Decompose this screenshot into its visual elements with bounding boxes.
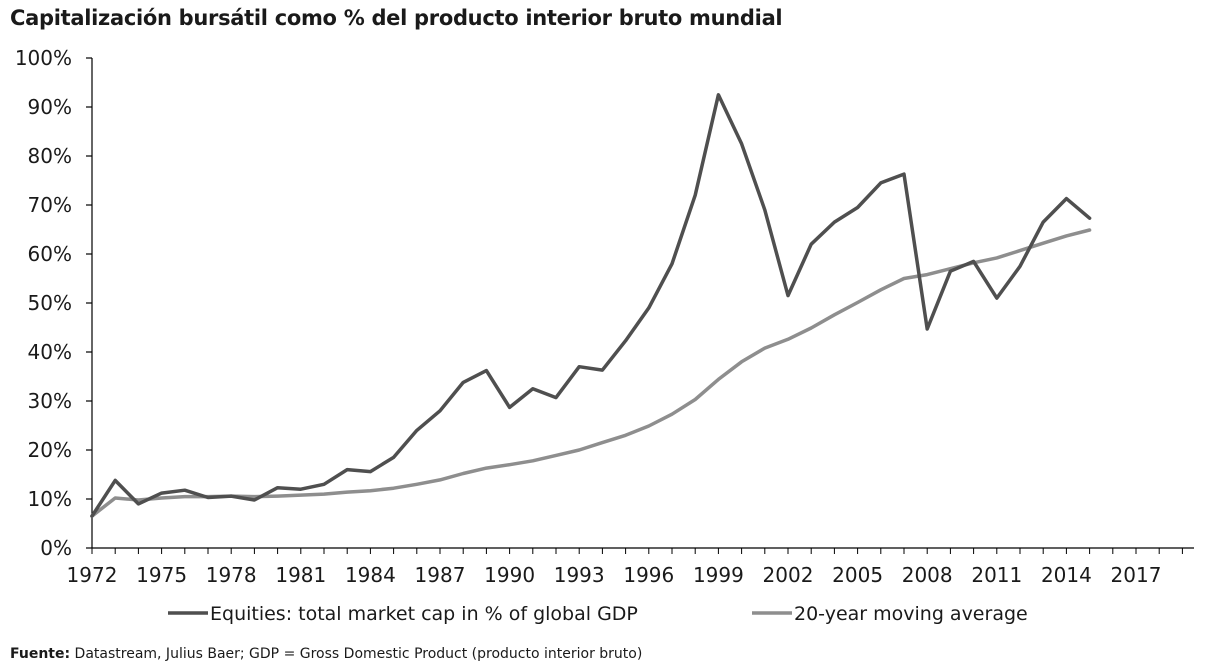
y-tick-label: 10%	[28, 487, 72, 511]
y-tick-label: 30%	[28, 389, 72, 413]
x-tick-label: 1981	[275, 563, 326, 587]
y-tick-label: 40%	[28, 340, 72, 364]
x-tick-label: 1987	[415, 563, 466, 587]
x-tick-label: 1984	[345, 563, 396, 587]
x-tick-label: 1978	[206, 563, 257, 587]
y-tick-label: 50%	[28, 291, 72, 315]
x-tick-label: 2008	[902, 563, 953, 587]
x-tick-label: 1999	[693, 563, 744, 587]
source-note: Fuente: Datastream, Julius Baer; GDP = G…	[10, 646, 642, 662]
y-tick-label: 60%	[28, 242, 72, 266]
chart-title: Capitalización bursátil como % del produ…	[10, 6, 783, 30]
x-tick-label: 1972	[67, 563, 118, 587]
y-tick-label: 70%	[28, 193, 72, 217]
source-text: Datastream, Julius Baer; GDP = Gross Dom…	[74, 646, 643, 662]
x-tick-label: 2002	[763, 563, 814, 587]
y-tick-label: 80%	[28, 144, 72, 168]
legend: Equities: total market cap in % of globa…	[168, 603, 1028, 625]
legend-label-equities: Equities: total market cap in % of globa…	[210, 603, 638, 625]
legend-label-average: 20-year moving average	[794, 603, 1028, 625]
series-layer	[90, 93, 1092, 518]
x-tick-label: 2005	[832, 563, 883, 587]
x-axis: 1972 1975 1978 1981 1984 1987 1990 1993 1996 1999…	[67, 547, 1194, 587]
y-tick-label: 0%	[40, 536, 72, 560]
x-tick-label: 1993	[554, 563, 605, 587]
x-tick-label: 2014	[1041, 563, 1092, 587]
x-tick-label: 1990	[484, 563, 535, 587]
x-tick-label: 2017	[1111, 563, 1162, 587]
x-tick-label: 1996	[623, 563, 674, 587]
y-tick-label: 90%	[28, 95, 72, 119]
x-tick-label: 1975	[136, 563, 187, 587]
x-tick-label: 2011	[971, 563, 1022, 587]
series-line-equities	[90, 93, 1092, 518]
source-prefix: Fuente:	[10, 646, 71, 662]
series-line-moving-average	[90, 228, 1092, 518]
y-tick-label: 20%	[28, 438, 72, 462]
y-axis: 0% 10% 20% 30% 40% 50% 60% 70% 80% 90% 100%	[15, 46, 93, 560]
y-tick-label: 100%	[15, 46, 72, 70]
